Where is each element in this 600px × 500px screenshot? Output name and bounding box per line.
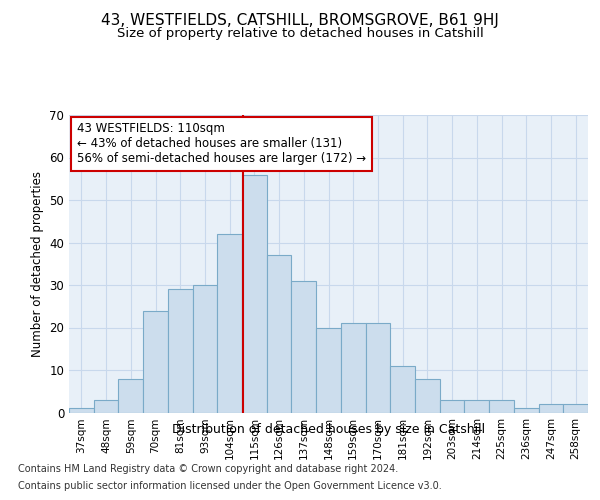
Bar [168,289,193,412]
Bar [69,408,94,412]
Text: Distribution of detached houses by size in Catshill: Distribution of detached houses by size … [172,422,485,436]
Bar [390,366,415,412]
Bar [292,281,316,412]
Y-axis label: Number of detached properties: Number of detached properties [31,171,44,357]
Bar [563,404,588,412]
Bar [489,400,514,412]
Bar [539,404,563,412]
Bar [440,400,464,412]
Bar [118,378,143,412]
Bar [267,255,292,412]
Text: Contains public sector information licensed under the Open Government Licence v3: Contains public sector information licen… [18,481,442,491]
Bar [365,324,390,412]
Text: 43 WESTFIELDS: 110sqm
← 43% of detached houses are smaller (131)
56% of semi-det: 43 WESTFIELDS: 110sqm ← 43% of detached … [77,122,366,166]
Text: Contains HM Land Registry data © Crown copyright and database right 2024.: Contains HM Land Registry data © Crown c… [18,464,398,474]
Bar [464,400,489,412]
Bar [143,310,168,412]
Text: 43, WESTFIELDS, CATSHILL, BROMSGROVE, B61 9HJ: 43, WESTFIELDS, CATSHILL, BROMSGROVE, B6… [101,12,499,28]
Bar [242,174,267,412]
Bar [341,324,365,412]
Bar [415,378,440,412]
Bar [193,285,217,412]
Bar [514,408,539,412]
Bar [316,328,341,412]
Bar [94,400,118,412]
Text: Size of property relative to detached houses in Catshill: Size of property relative to detached ho… [116,28,484,40]
Bar [217,234,242,412]
